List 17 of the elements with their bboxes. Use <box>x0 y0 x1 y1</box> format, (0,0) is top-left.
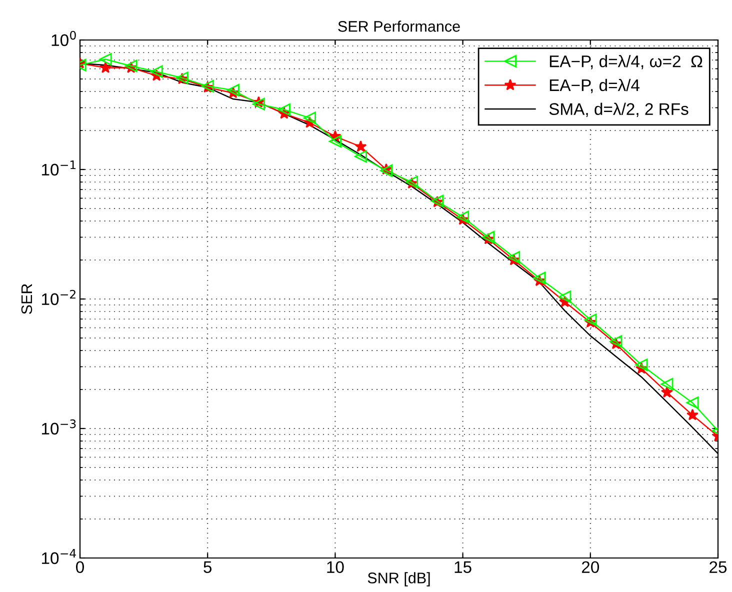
x-axis-title: SNR [dB] <box>368 572 430 586</box>
x-tick-label: 15 <box>454 561 472 574</box>
y-axis-title: SER <box>21 284 32 314</box>
x-tick-label: 10 <box>327 561 344 574</box>
y-tick-label: 10$^{−1}$ <box>42 160 76 176</box>
y-tick-label: 10$^{−2}$ <box>42 290 76 306</box>
legend-label: EA−P, d=λ/4 <box>550 78 640 94</box>
x-tick-label: 0 <box>76 561 84 574</box>
y-tick-label: 10$^{−3}$ <box>42 419 76 435</box>
y-tick-label: 10$^{0}$ <box>52 30 76 46</box>
x-tick-label: 25 <box>710 561 727 574</box>
y-tick-label: 10$^{−4}$ <box>42 549 76 564</box>
chart-title: SER Performance <box>338 20 460 32</box>
legend-label: SMA, d=λ/2, 2 RFs <box>549 102 688 117</box>
legend-label: EA−P, d=λ/4, ω=2 Ω <box>550 55 702 70</box>
x-tick-label: 20 <box>582 561 600 574</box>
x-tick-label: 5 <box>204 561 212 574</box>
